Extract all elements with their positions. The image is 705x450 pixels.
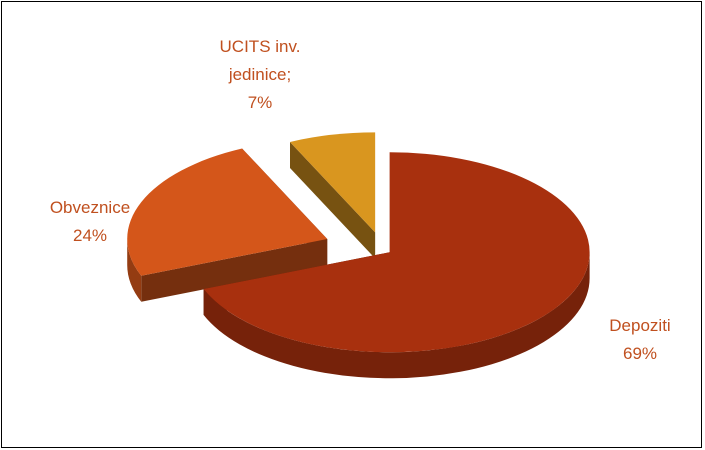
slice bbox=[127, 148, 328, 276]
label-value: 24% bbox=[72, 226, 108, 245]
slice-wall bbox=[203, 252, 590, 379]
slice bbox=[203, 152, 590, 353]
slice-side bbox=[141, 238, 328, 302]
label-value: 7% bbox=[247, 93, 273, 112]
label-category: Obveznice bbox=[49, 198, 131, 217]
slice bbox=[289, 132, 376, 233]
slice-wall bbox=[127, 238, 142, 302]
data-label: UCITS inv. jedinice; 7% bbox=[205, 33, 315, 117]
label-category: UCITS inv. jedinice; bbox=[219, 37, 301, 84]
data-label: Obveznice 24% bbox=[30, 194, 150, 250]
label-category: Depoziti bbox=[609, 316, 671, 335]
label-value: 69% bbox=[622, 344, 658, 363]
data-label: Depoziti 69% bbox=[609, 312, 670, 368]
slice-side bbox=[289, 141, 376, 259]
